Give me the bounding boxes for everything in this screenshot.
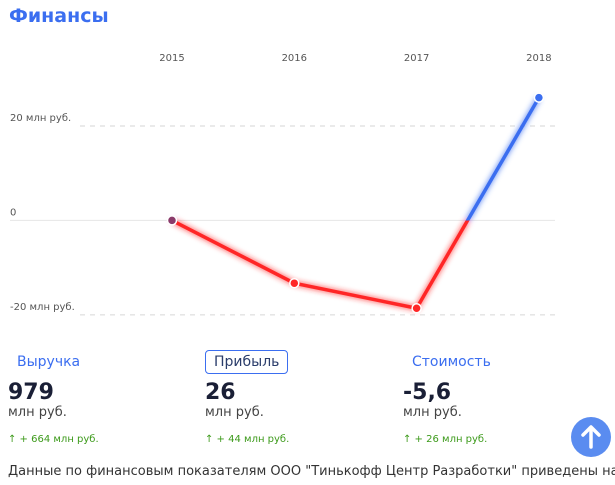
metric-change: ↑ + 44 млн руб. bbox=[205, 434, 290, 445]
arrow-icon bbox=[581, 425, 601, 449]
metric-tab[interactable]: Прибыль bbox=[205, 350, 289, 374]
metric: Стоимость -5,6 млн руб. ↑ + 26 млн руб. bbox=[403, 350, 593, 445]
metric-value: -5,6 bbox=[403, 380, 452, 405]
y-tick-label: 0 bbox=[10, 207, 16, 218]
metric-value: 979 bbox=[8, 380, 54, 405]
point bbox=[166, 215, 178, 226]
line bbox=[171, 96, 541, 311]
metric: Прибыль 26 млн руб. ↑ + 44 млн руб. bbox=[205, 350, 395, 445]
point bbox=[411, 302, 422, 314]
y-tick-label: -20 млн руб. bbox=[10, 302, 75, 313]
x-tick-label: 2015 bbox=[159, 53, 184, 64]
footer-text: Данные по финансовым показателям ООО "Ти… bbox=[8, 464, 615, 479]
metric-tab[interactable]: Стоимость bbox=[412, 354, 491, 370]
title: Финансы bbox=[9, 5, 109, 27]
metric-unit: млн руб. bbox=[403, 405, 462, 420]
point bbox=[533, 92, 545, 103]
metric-tab[interactable]: Выручка bbox=[17, 354, 81, 370]
metric-change: ↑ + 664 млн руб. bbox=[8, 434, 99, 445]
x-tick-label: 2018 bbox=[526, 53, 551, 64]
metric: Выручка 979 млн руб. ↑ + 664 млн руб. bbox=[8, 350, 198, 445]
x-tick-label: 2017 bbox=[404, 53, 429, 64]
metric-unit: млн руб. bbox=[8, 405, 67, 420]
metric-change: ↑ + 26 млн руб. bbox=[403, 434, 488, 445]
x-tick-label: 2016 bbox=[282, 53, 307, 64]
metric-unit: млн руб. bbox=[205, 405, 264, 420]
scroll-up-button[interactable] bbox=[571, 417, 611, 457]
metric-value: 26 bbox=[205, 380, 236, 405]
y-tick-label: 20 млн руб. bbox=[10, 113, 71, 124]
chart: -20 млн руб. 0 20 млн руб. 2015 2016 2017 2018 bbox=[10, 53, 555, 316]
point bbox=[289, 277, 300, 289]
